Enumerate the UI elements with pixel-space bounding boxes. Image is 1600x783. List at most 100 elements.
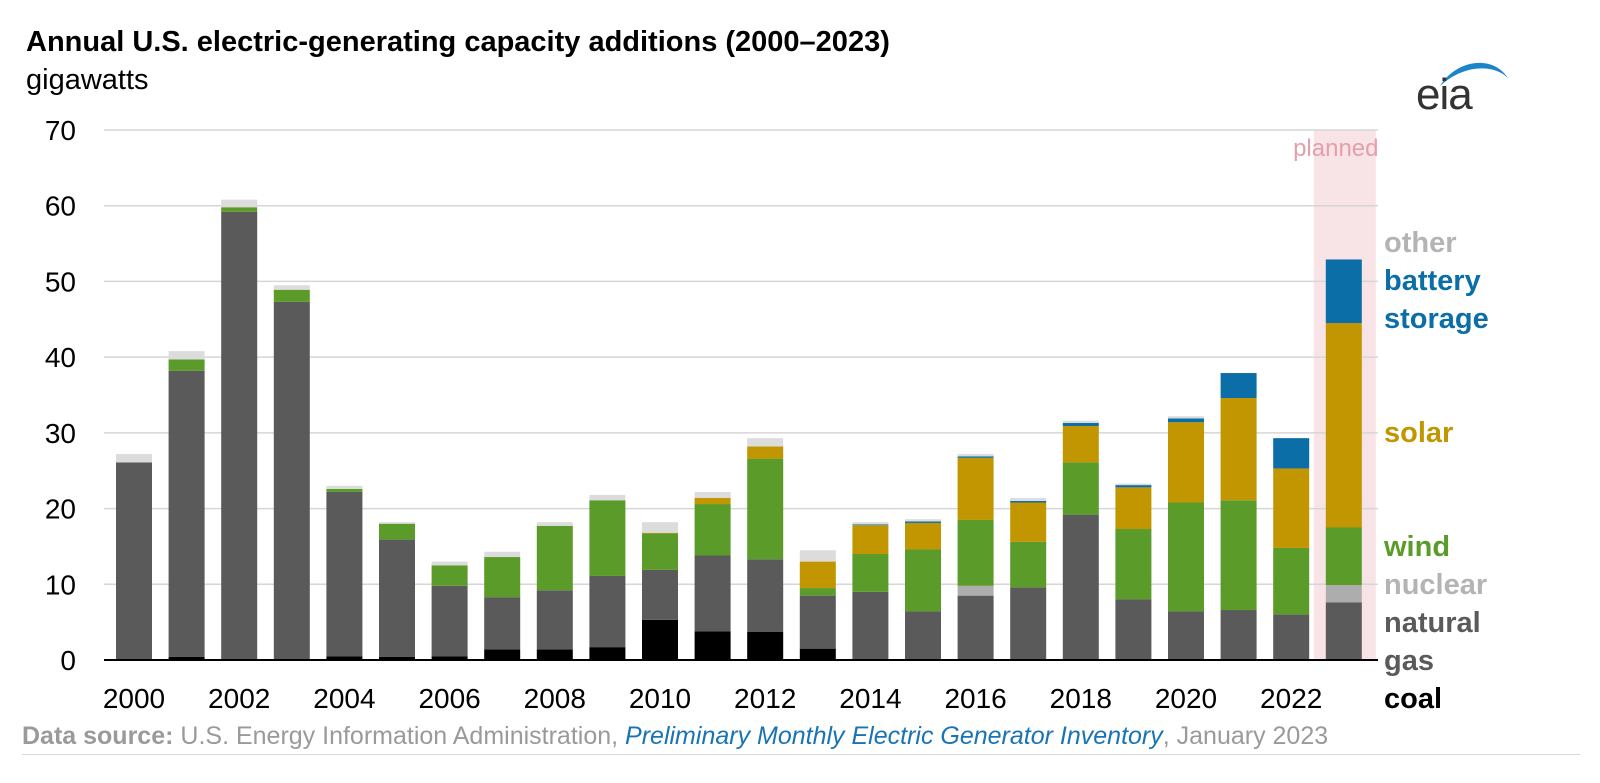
bar-segment-solar — [1062, 426, 1099, 463]
bar-segment-wind — [957, 519, 994, 586]
x-tick-label: 2018 — [1050, 683, 1112, 714]
bar-segment-wind — [1273, 547, 1310, 615]
bar-segment-coal — [799, 648, 836, 660]
bar-segment-nuclear — [1325, 585, 1362, 603]
legend-label: natural — [1384, 607, 1481, 639]
bar-segment-coal — [379, 656, 415, 660]
bar-segment-battery-storage — [1168, 418, 1204, 423]
bar-segment-other — [1115, 483, 1152, 486]
bar-segment-other — [484, 551, 521, 558]
bar-segment-wind — [326, 488, 363, 492]
bar-2013 — [799, 550, 836, 660]
bar-segment-wind — [1115, 529, 1152, 600]
bar-segment-other — [431, 561, 468, 566]
bar-2002 — [221, 199, 258, 660]
bar-segment-natural-gas — [326, 491, 363, 657]
bar-2018 — [1062, 420, 1099, 660]
bar-2000 — [116, 454, 152, 660]
bar-segment-other — [1062, 420, 1099, 424]
bar-2012 — [747, 438, 784, 660]
x-tick-label: 2000 — [103, 683, 165, 714]
bar-2009 — [589, 494, 626, 660]
y-tick-label: 60 — [45, 191, 76, 222]
x-tick-label: 2004 — [313, 683, 375, 714]
bar-segment-solar — [747, 446, 784, 459]
bar-segment-wind — [1220, 500, 1257, 611]
bar-2008 — [536, 522, 573, 660]
bar-segment-wind — [1062, 462, 1099, 515]
bar-segment-natural-gas — [1115, 599, 1152, 660]
bar-segment-wind — [1168, 502, 1204, 612]
bar-2001 — [168, 351, 205, 660]
chart-title: Annual U.S. electric-generating capacity… — [26, 26, 890, 58]
bar-segment-coal — [431, 656, 468, 660]
bar-segment-natural-gas — [273, 301, 310, 660]
bar-segment-other — [799, 550, 836, 562]
bar-segment-wind — [273, 289, 310, 302]
bar-segment-solar — [642, 532, 678, 534]
bar-segment-natural-gas — [1168, 611, 1204, 660]
bar-2007 — [484, 551, 521, 660]
eia-logo: eia — [1416, 56, 1508, 119]
bar-2017 — [1010, 497, 1047, 660]
bar-segment-coal — [168, 656, 205, 660]
bar-segment-wind — [1325, 527, 1362, 586]
bar-segment-other — [905, 519, 941, 522]
bar-segment-coal — [747, 631, 784, 660]
data-source-date: , January 2023 — [1162, 722, 1329, 750]
bar-2020 — [1168, 416, 1204, 660]
bar-2015 — [905, 519, 941, 660]
y-tick-label: 10 — [45, 569, 76, 600]
bar-segment-solar — [852, 525, 889, 554]
bar-segment-coal — [484, 649, 521, 660]
bar-segment-battery-storage — [1062, 423, 1099, 427]
y-tick-label: 30 — [45, 418, 76, 449]
bar-2022 — [1273, 438, 1310, 660]
bar-segment-solar — [1325, 323, 1362, 528]
bar-segment-solar — [905, 522, 941, 550]
bar-2021 — [1220, 373, 1257, 660]
bar-segment-natural-gas — [484, 597, 521, 650]
bar-2014 — [852, 522, 889, 660]
bar-segment-wind — [1010, 541, 1047, 588]
data-source: Data source: U.S. Energy Information Adm… — [22, 722, 1328, 751]
bar-segment-solar — [1010, 502, 1047, 542]
data-source-org: U.S. Energy Information Administration, — [173, 722, 626, 750]
bar-segment-other — [168, 351, 205, 360]
bar-segment-wind — [431, 565, 468, 586]
bar-segment-other — [589, 494, 626, 501]
bar-segment-battery-storage — [957, 456, 994, 458]
bar-segment-wind — [536, 525, 573, 591]
bar-segment-coal — [694, 631, 731, 660]
bar-2016 — [957, 454, 994, 660]
bar-2003 — [273, 285, 310, 660]
bar-segment-other — [326, 485, 363, 489]
bar-2011 — [694, 491, 731, 660]
bar-segment-other — [116, 454, 152, 463]
bar-segment-other — [694, 491, 731, 498]
bar-segment-battery-storage — [1273, 438, 1310, 469]
bar-segment-wind — [168, 359, 205, 371]
bar-segment-wind — [799, 588, 836, 596]
bar-segment-other — [852, 522, 889, 525]
y-tick-label: 50 — [45, 266, 76, 297]
bar-2004 — [326, 485, 363, 660]
bar-segment-coal — [589, 647, 626, 660]
data-source-link[interactable]: Preliminary Monthly Electric Generator I… — [625, 722, 1163, 750]
bar-segment-natural-gas — [1273, 614, 1310, 660]
bar-segment-other — [536, 522, 573, 526]
legend-label: storage — [1384, 303, 1489, 335]
bar-segment-natural-gas — [536, 590, 573, 650]
bar-2006 — [431, 561, 468, 660]
bar-segment-battery-storage — [852, 524, 889, 526]
x-tick-label: 2014 — [839, 683, 901, 714]
x-tick-label: 2016 — [944, 683, 1006, 714]
bar-segment-natural-gas — [747, 559, 784, 632]
footer-divider — [22, 754, 1580, 755]
bar-segment-other — [747, 438, 784, 447]
bar-segment-other — [957, 454, 994, 457]
bar-segment-other — [273, 285, 310, 290]
bar-segment-natural-gas — [379, 539, 415, 657]
bar-segment-coal — [536, 649, 573, 660]
legend-label: other — [1384, 227, 1457, 259]
